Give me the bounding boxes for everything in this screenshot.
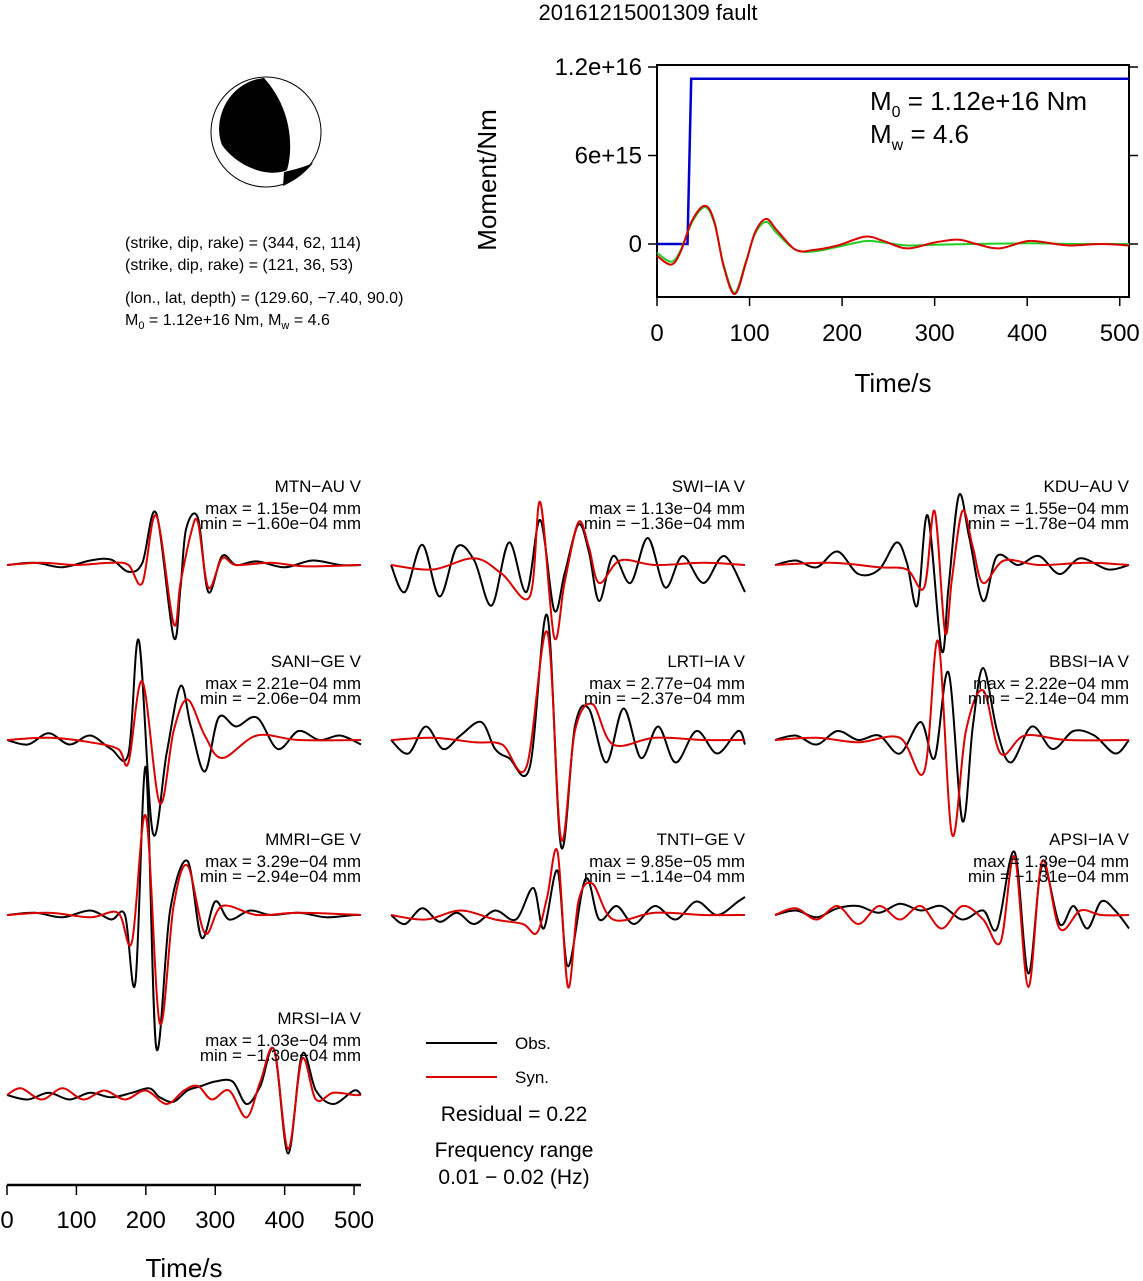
moment-plot-frame: [656, 64, 1130, 298]
station-max: max = 2.77e−04 mm: [589, 674, 745, 693]
station-min: min = −1.78e−04 mm: [968, 514, 1129, 533]
observed-waveform: [390, 518, 746, 613]
waveform-xtick-label: 500: [334, 1207, 374, 1234]
station-min: min = −1.60e−04 mm: [200, 514, 361, 533]
station-name: MRSI−IA V: [277, 1009, 361, 1028]
station-name: MMRI−GE V: [265, 830, 362, 849]
observed-waveform: [6, 638, 362, 837]
frequency-range-value: 0.01 − 0.02 (Hz): [438, 1166, 589, 1189]
m0-annotation: M0 = 1.12e+16 Nm: [870, 86, 1087, 121]
moment-ylabel: Moment/Nm: [472, 109, 502, 251]
synthetic-waveform: [6, 814, 362, 1026]
moment-magnitude-line: M0 = 1.12e+16 Nm, Mw = 4.6: [125, 312, 330, 332]
source-parameters: (strike, dip, rake) = (344, 62, 114) (st…: [125, 235, 403, 332]
station-min: min = −1.14e−04 mm: [584, 867, 745, 886]
location-depth: (lon., lat, depth) = (129.60, −7.40, 90.…: [125, 290, 403, 307]
waveform-xtick-label: 300: [195, 1207, 235, 1234]
station-max: max = 1.15e−04 mm: [205, 499, 361, 518]
synthetic-waveform: [6, 1046, 362, 1151]
moment-xtick-label: 100: [730, 320, 770, 347]
station-max: max = 2.22e−04 mm: [973, 674, 1129, 693]
synthetic-waveform: [774, 509, 1130, 636]
waveform-xtick-label: 200: [126, 1207, 166, 1234]
moment-ytick-label: 0: [629, 231, 642, 258]
station-min: min = −1.36e−04 mm: [584, 514, 745, 533]
station-min: min = −2.06e−04 mm: [200, 689, 361, 708]
station-min: min = −2.14e−04 mm: [968, 689, 1129, 708]
moment-xtick-label: 200: [822, 320, 862, 347]
strike-dip-rake-1: (strike, dip, rake) = (344, 62, 114): [125, 235, 361, 252]
legend: Obs. Syn.: [426, 1034, 551, 1087]
stf-red-curve: [656, 204, 1130, 296]
moment-xtick-label: 300: [915, 320, 955, 347]
observed-waveform: [390, 613, 746, 850]
station-max: max = 3.29e−04 mm: [205, 852, 361, 871]
synthetic-waveform: [6, 514, 362, 627]
station-max: max = 1.13e−04 mm: [589, 499, 745, 518]
station-max: max = 2.21e−04 mm: [205, 674, 361, 693]
residual: Residual = 0.22: [441, 1103, 588, 1126]
synthetic-waveform: [6, 680, 362, 805]
station-max: max = 9.85e−05 mm: [589, 852, 745, 871]
observed-waveform: [774, 493, 1130, 654]
waveform-time-axis: Time/s 0 100 200 300 400 500: [0, 1183, 374, 1281]
observed-waveform: [774, 666, 1130, 823]
legend-syn-label: Syn.: [515, 1068, 549, 1087]
beachball-icon: [210, 76, 322, 188]
station-name: LRTI−IA V: [667, 652, 745, 671]
station-name: SWI−IA V: [672, 477, 746, 496]
station-min: min = −2.94e−04 mm: [200, 867, 361, 886]
stf-green-curve: [656, 206, 1130, 294]
station-max: max = 1.39e−04 mm: [973, 852, 1129, 871]
station-min: min = −1.31e−04 mm: [968, 867, 1129, 886]
station-name: APSI−IA V: [1049, 830, 1130, 849]
waveform-xtick-label: 0: [0, 1207, 13, 1234]
figure-title: 20161215001309 fault: [539, 0, 758, 25]
legend-obs-label: Obs.: [515, 1034, 551, 1053]
moment-curve: [657, 77, 1129, 246]
frequency-range-label: Frequency range: [435, 1139, 594, 1162]
station-name: BBSI−IA V: [1049, 652, 1130, 671]
synthetic-waveform: [390, 630, 746, 842]
station-max: max = 1.03e−04 mm: [205, 1031, 361, 1050]
waveform-xlabel: Time/s: [145, 1253, 222, 1281]
observed-waveform: [774, 850, 1130, 975]
moment-chart: Moment/Nm Time/s M0 = 1.12e+16 Nm Mw = 4…: [472, 54, 1140, 398]
station-min: min = −1.30e−04 mm: [200, 1046, 361, 1065]
mw-annotation: Mw = 4.6: [870, 119, 969, 154]
synthetic-waveform: [390, 848, 746, 989]
synthetic-waveform: [774, 855, 1130, 989]
observed-waveform: [6, 765, 362, 1052]
waveform-xtick-label: 400: [265, 1207, 305, 1234]
waveform-xtick-label: 100: [56, 1207, 96, 1234]
moment-xtick-label: 400: [1007, 320, 1047, 347]
station-min: min = −2.37e−04 mm: [584, 689, 745, 708]
moment-ytick-label: 1.2e+16: [555, 54, 642, 81]
station-name: TNTI−GE V: [657, 830, 746, 849]
moment-xlabel: Time/s: [854, 368, 931, 398]
moment-xtick-label: 0: [650, 320, 663, 347]
synthetic-waveform: [390, 500, 746, 641]
moment-ytick-label: 6e+15: [575, 143, 642, 170]
station-name: SANI−GE V: [271, 652, 362, 671]
station-name: MTN−AU V: [275, 477, 362, 496]
moment-xtick-label: 500: [1100, 320, 1140, 347]
observed-waveform: [6, 1046, 362, 1155]
strike-dip-rake-2: (strike, dip, rake) = (121, 36, 53): [125, 257, 353, 274]
station-name: KDU−AU V: [1044, 477, 1130, 496]
synthetic-waveform: [774, 639, 1130, 838]
station-max: max = 1.55e−04 mm: [973, 499, 1129, 518]
